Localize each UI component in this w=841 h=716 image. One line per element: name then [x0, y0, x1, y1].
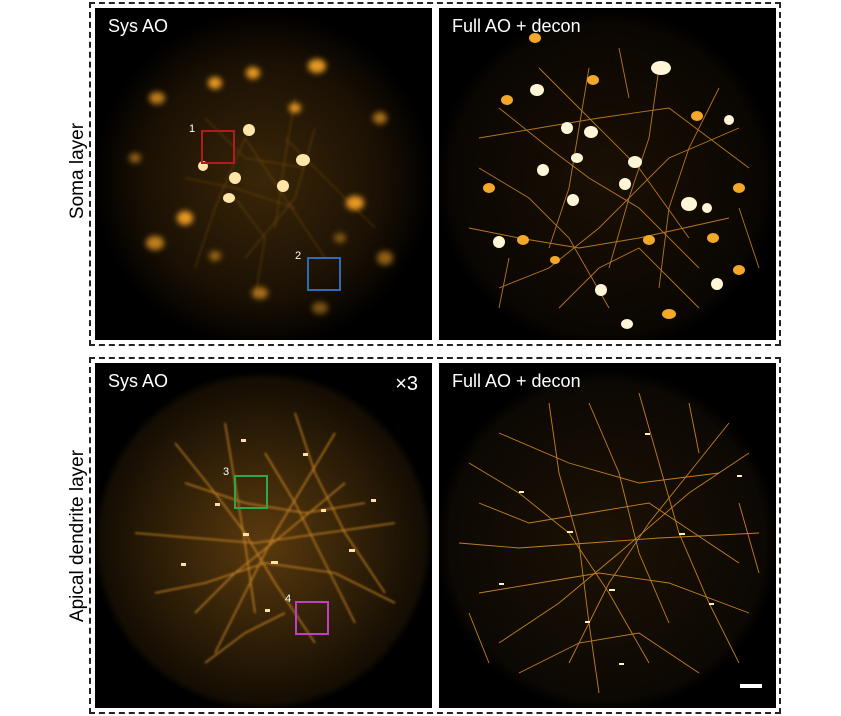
roi-4-box: [295, 601, 329, 635]
soma-full-ao-decon-panel: Full AO + decon: [439, 8, 776, 340]
roi-3-box: [234, 475, 268, 509]
soma-sys-ao-image: [95, 10, 432, 340]
soma-layer-label: Soma layer: [67, 122, 88, 220]
roi-4-label: 4: [285, 593, 292, 605]
roi-2-label: 2: [295, 250, 302, 262]
roi-2-box: [307, 257, 341, 291]
dendrite-full-ao-decon-title: Full AO + decon: [452, 371, 581, 391]
soma-sys-ao-title: Sys AO: [108, 16, 169, 36]
dendrite-full-ao-decon-image: [439, 369, 776, 708]
roi-1-label: 1: [189, 123, 196, 135]
soma-sys-ao-panel: Sys AO 1 2: [95, 8, 432, 340]
soma-full-ao-decon-title: Full AO + decon: [452, 16, 581, 36]
soma-layer-frame: [89, 2, 781, 346]
roi-1-box: [201, 130, 235, 164]
apical-dendrite-layer-label: Apical dendrite layer: [67, 449, 88, 623]
dendrite-sys-ao-title: Sys AO: [108, 371, 169, 391]
scale-bar: [740, 684, 762, 688]
apical-dendrite-layer-frame: [89, 357, 781, 714]
dendrite-sys-ao-panel: Sys AO ×3 3 4: [95, 363, 432, 708]
soma-full-ao-decon-image: [439, 8, 776, 340]
magnification-label: ×3: [395, 373, 418, 395]
dendrite-full-ao-decon-panel: Full AO + decon: [439, 363, 776, 708]
dendrite-sys-ao-image: [95, 371, 432, 708]
roi-3-label: 3: [223, 466, 230, 478]
